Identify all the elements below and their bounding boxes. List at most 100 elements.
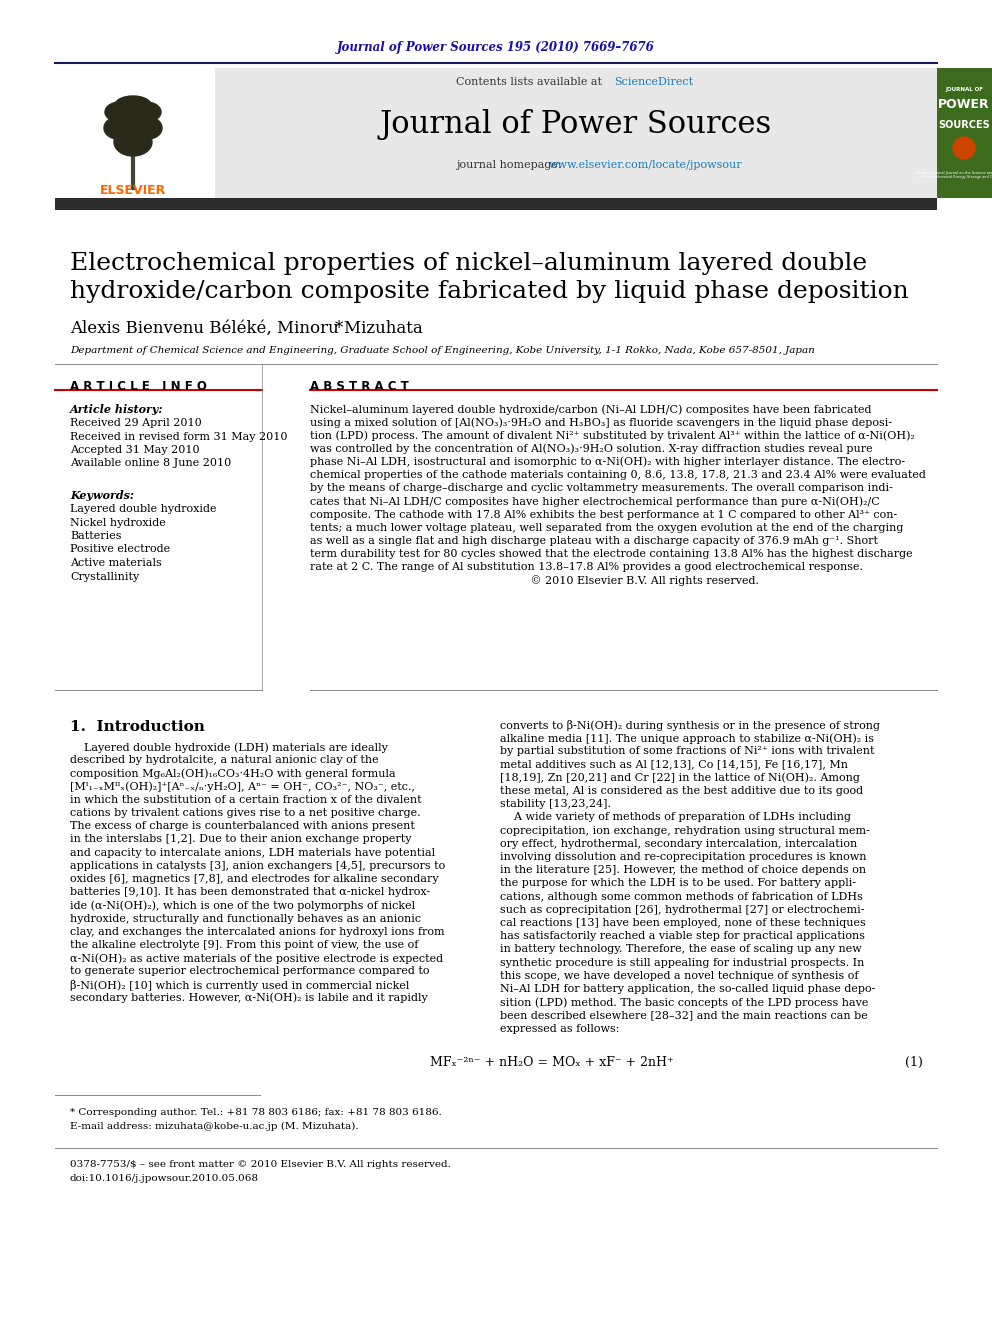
Text: in battery technology. Therefore, the ease of scaling up any new: in battery technology. Therefore, the ea… bbox=[500, 945, 862, 954]
Text: expressed as follows:: expressed as follows: bbox=[500, 1024, 619, 1033]
Text: cations, although some common methods of fabrication of LDHs: cations, although some common methods of… bbox=[500, 892, 863, 901]
Text: α-Ni(OH)₂ as active materials of the positive electrode is expected: α-Ni(OH)₂ as active materials of the pos… bbox=[70, 953, 443, 963]
Text: Batteries: Batteries bbox=[70, 531, 121, 541]
Text: Alexis Bienvenu Béléké, Minoru Mizuhata: Alexis Bienvenu Béléké, Minoru Mizuhata bbox=[70, 320, 423, 337]
Text: JOURNAL OF: JOURNAL OF bbox=[945, 87, 983, 93]
Text: 1.  Introduction: 1. Introduction bbox=[70, 720, 205, 734]
Text: secondary batteries. However, α-Ni(OH)₂ is labile and it rapidly: secondary batteries. However, α-Ni(OH)₂ … bbox=[70, 992, 428, 1003]
Text: Nickel hydroxide: Nickel hydroxide bbox=[70, 517, 166, 528]
Text: such as coprecipitation [26], hydrothermal [27] or electrochemi-: such as coprecipitation [26], hydrotherm… bbox=[500, 905, 864, 914]
Text: Layered double hydroxide (LDH) materials are ideally: Layered double hydroxide (LDH) materials… bbox=[70, 742, 388, 753]
Text: Crystallinity: Crystallinity bbox=[70, 572, 139, 582]
Text: Contents lists available at: Contents lists available at bbox=[456, 77, 605, 87]
Text: in the literature [25]. However, the method of choice depends on: in the literature [25]. However, the met… bbox=[500, 865, 866, 876]
Text: converts to β-Ni(OH)₂ during synthesis or in the presence of strong: converts to β-Ni(OH)₂ during synthesis o… bbox=[500, 720, 880, 732]
Ellipse shape bbox=[105, 102, 135, 122]
Text: by the means of charge–discharge and cyclic voltammetry measurements. The overal: by the means of charge–discharge and cyc… bbox=[310, 483, 893, 493]
Text: involving dissolution and re-coprecipitation procedures is known: involving dissolution and re-coprecipita… bbox=[500, 852, 866, 863]
Text: sition (LPD) method. The basic concepts of the LPD process have: sition (LPD) method. The basic concepts … bbox=[500, 998, 868, 1008]
Ellipse shape bbox=[115, 97, 151, 114]
Text: applications in catalysts [3], anion exchangers [4,5], precursors to: applications in catalysts [3], anion exc… bbox=[70, 861, 445, 871]
Text: coprecipitation, ion exchange, rehydration using structural mem-: coprecipitation, ion exchange, rehydrati… bbox=[500, 826, 870, 836]
Ellipse shape bbox=[134, 116, 162, 139]
FancyBboxPatch shape bbox=[215, 67, 937, 198]
Text: Keywords:: Keywords: bbox=[70, 490, 134, 501]
Text: metal additives such as Al [12,13], Co [14,15], Fe [16,17], Mn: metal additives such as Al [12,13], Co [… bbox=[500, 759, 848, 770]
Text: Journal of Power Sources: Journal of Power Sources bbox=[380, 110, 772, 140]
Text: Accepted 31 May 2010: Accepted 31 May 2010 bbox=[70, 445, 199, 455]
Text: β-Ni(OH)₂ [10] which is currently used in commercial nickel: β-Ni(OH)₂ [10] which is currently used i… bbox=[70, 979, 410, 991]
Text: by partial substitution of some fractions of Ni²⁺ ions with trivalent: by partial substitution of some fraction… bbox=[500, 746, 875, 757]
Text: A R T I C L E   I N F O: A R T I C L E I N F O bbox=[70, 380, 207, 393]
Text: Positive electrode: Positive electrode bbox=[70, 545, 170, 554]
Text: and capacity to intercalate anions, LDH materials have potential: and capacity to intercalate anions, LDH … bbox=[70, 848, 435, 857]
Text: described by hydrotalcite, a natural anionic clay of the: described by hydrotalcite, a natural ani… bbox=[70, 755, 379, 765]
Text: SOURCES: SOURCES bbox=[938, 120, 990, 130]
Text: © 2010 Elsevier B.V. All rights reserved.: © 2010 Elsevier B.V. All rights reserved… bbox=[310, 576, 759, 586]
Text: chemical properties of the cathode materials containing 0, 8.6, 13.8, 17.8, 21.3: chemical properties of the cathode mater… bbox=[310, 470, 926, 480]
Text: clay, and exchanges the intercalated anions for hydroxyl ions from: clay, and exchanges the intercalated ani… bbox=[70, 927, 444, 937]
Text: these metal, Al is considered as the best additive due to its good: these metal, Al is considered as the bes… bbox=[500, 786, 863, 796]
Text: Nickel–aluminum layered double hydroxide/carbon (Ni–Al LDH/C) composites have be: Nickel–aluminum layered double hydroxide… bbox=[310, 404, 872, 414]
Text: ide (α-Ni(OH)₂), which is one of the two polymorphs of nickel: ide (α-Ni(OH)₂), which is one of the two… bbox=[70, 901, 415, 912]
Text: using a mixed solution of [Al(NO₃)₃·9H₂O and H₃BO₃] as fluoride scavengers in th: using a mixed solution of [Al(NO₃)₃·9H₂O… bbox=[310, 417, 892, 427]
Text: the purpose for which the LDH is to be used. For battery appli-: the purpose for which the LDH is to be u… bbox=[500, 878, 856, 889]
Text: MFₓ⁻²ⁿ⁻ + nH₂O = MOₓ + xF⁻ + 2nH⁺: MFₓ⁻²ⁿ⁻ + nH₂O = MOₓ + xF⁻ + 2nH⁺ bbox=[430, 1056, 674, 1069]
Text: Received 29 April 2010: Received 29 April 2010 bbox=[70, 418, 201, 429]
Text: POWER: POWER bbox=[938, 98, 990, 111]
Text: ELSEVIER: ELSEVIER bbox=[100, 184, 166, 197]
Text: (1): (1) bbox=[905, 1056, 923, 1069]
Text: cal reactions [13] have been employed, none of these techniques: cal reactions [13] have been employed, n… bbox=[500, 918, 866, 927]
Text: in the interslabs [1,2]. Due to their anion exchange property: in the interslabs [1,2]. Due to their an… bbox=[70, 835, 412, 844]
Ellipse shape bbox=[114, 128, 152, 156]
Text: Electrochemical properties of nickel–aluminum layered double: Electrochemical properties of nickel–alu… bbox=[70, 251, 867, 275]
Text: stability [13,23,24].: stability [13,23,24]. bbox=[500, 799, 611, 810]
Text: Active materials: Active materials bbox=[70, 558, 162, 568]
Text: ory effect, hydrothermal, secondary intercalation, intercalation: ory effect, hydrothermal, secondary inte… bbox=[500, 839, 857, 849]
Text: Ni–Al LDH for battery application, the so-called liquid phase depo-: Ni–Al LDH for battery application, the s… bbox=[500, 984, 875, 994]
Text: Layered double hydroxide: Layered double hydroxide bbox=[70, 504, 216, 515]
Text: tion (LPD) process. The amount of divalent Ni²⁺ substituted by trivalent Al³⁺ wi: tion (LPD) process. The amount of divale… bbox=[310, 430, 915, 441]
Text: tents; a much lower voltage plateau, well separated from the oxygen evolution at: tents; a much lower voltage plateau, wel… bbox=[310, 523, 904, 533]
Text: 0378-7753/$ – see front matter © 2010 Elsevier B.V. All rights reserved.: 0378-7753/$ – see front matter © 2010 El… bbox=[70, 1160, 451, 1170]
Text: as well as a single flat and high discharge plateau with a discharge capacity of: as well as a single flat and high discha… bbox=[310, 536, 878, 546]
Ellipse shape bbox=[112, 107, 154, 134]
Text: Article history:: Article history: bbox=[70, 404, 164, 415]
Text: Journal of Power Sources 195 (2010) 7669–7676: Journal of Power Sources 195 (2010) 7669… bbox=[337, 41, 655, 54]
Text: rate at 2 C. The range of Al substitution 13.8–17.8 Al% provides a good electroc: rate at 2 C. The range of Al substitutio… bbox=[310, 562, 863, 573]
Text: Received in revised form 31 May 2010: Received in revised form 31 May 2010 bbox=[70, 431, 288, 442]
FancyBboxPatch shape bbox=[937, 67, 992, 198]
Text: The International Journal on the Science and Technology
of Electrochemical Energ: The International Journal on the Science… bbox=[914, 171, 992, 180]
Circle shape bbox=[953, 138, 975, 159]
Text: journal homepage:: journal homepage: bbox=[456, 160, 565, 169]
Text: phase Ni–Al LDH, isostructural and isomorphic to α-Ni(OH)₂ with higher interlaye: phase Ni–Al LDH, isostructural and isomo… bbox=[310, 456, 905, 467]
Text: cations by trivalent cations gives rise to a net positive charge.: cations by trivalent cations gives rise … bbox=[70, 808, 421, 818]
Text: batteries [9,10]. It has been demonstrated that α-nickel hydrox-: batteries [9,10]. It has been demonstrat… bbox=[70, 888, 431, 897]
Text: synthetic procedure is still appealing for industrial prospects. In: synthetic procedure is still appealing f… bbox=[500, 958, 864, 967]
Text: hydroxide, structurally and functionally behaves as an anionic: hydroxide, structurally and functionally… bbox=[70, 914, 422, 923]
Text: hydroxide/carbon composite fabricated by liquid phase deposition: hydroxide/carbon composite fabricated by… bbox=[70, 280, 909, 303]
Text: A B S T R A C T: A B S T R A C T bbox=[310, 380, 409, 393]
Text: cates that Ni–Al LDH/C composites have higher electrochemical performance than p: cates that Ni–Al LDH/C composites have h… bbox=[310, 496, 880, 507]
Text: oxides [6], magnetics [7,8], and electrodes for alkaline secondary: oxides [6], magnetics [7,8], and electro… bbox=[70, 875, 438, 884]
Text: www.elsevier.com/locate/jpowsour: www.elsevier.com/locate/jpowsour bbox=[549, 160, 743, 169]
Text: A wide variety of methods of preparation of LDHs including: A wide variety of methods of preparation… bbox=[500, 812, 851, 823]
Ellipse shape bbox=[131, 102, 161, 122]
Text: doi:10.1016/j.jpowsour.2010.05.068: doi:10.1016/j.jpowsour.2010.05.068 bbox=[70, 1174, 259, 1183]
Text: composite. The cathode with 17.8 Al% exhibits the best performance at 1 C compar: composite. The cathode with 17.8 Al% exh… bbox=[310, 509, 897, 520]
Text: to generate superior electrochemical performance compared to: to generate superior electrochemical per… bbox=[70, 966, 430, 976]
Text: E-mail address: mizuhata@kobe-u.ac.jp (M. Mizuhata).: E-mail address: mizuhata@kobe-u.ac.jp (M… bbox=[70, 1122, 359, 1131]
Text: has satisfactorily reached a viable step for practical applications: has satisfactorily reached a viable step… bbox=[500, 931, 865, 941]
Text: [18,19], Zn [20,21] and Cr [22] in the lattice of Ni(OH)₂. Among: [18,19], Zn [20,21] and Cr [22] in the l… bbox=[500, 773, 860, 783]
Text: ScienceDirect: ScienceDirect bbox=[614, 77, 693, 87]
Text: Department of Chemical Science and Engineering, Graduate School of Engineering, : Department of Chemical Science and Engin… bbox=[70, 347, 814, 355]
Text: been described elsewhere [28–32] and the main reactions can be: been described elsewhere [28–32] and the… bbox=[500, 1011, 868, 1020]
Text: in which the substitution of a certain fraction x of the divalent: in which the substitution of a certain f… bbox=[70, 795, 422, 804]
Text: Available online 8 June 2010: Available online 8 June 2010 bbox=[70, 459, 231, 468]
Text: alkaline media [11]. The unique approach to stabilize α-Ni(OH)₂ is: alkaline media [11]. The unique approach… bbox=[500, 733, 874, 744]
Text: this scope, we have developed a novel technique of synthesis of: this scope, we have developed a novel te… bbox=[500, 971, 858, 980]
Text: *: * bbox=[335, 320, 343, 337]
Text: composition Mg₆Al₂(OH)₁₆CO₃·4H₂O with general formula: composition Mg₆Al₂(OH)₁₆CO₃·4H₂O with ge… bbox=[70, 769, 396, 779]
Text: The excess of charge is counterbalanced with anions present: The excess of charge is counterbalanced … bbox=[70, 822, 415, 831]
Ellipse shape bbox=[104, 116, 132, 139]
